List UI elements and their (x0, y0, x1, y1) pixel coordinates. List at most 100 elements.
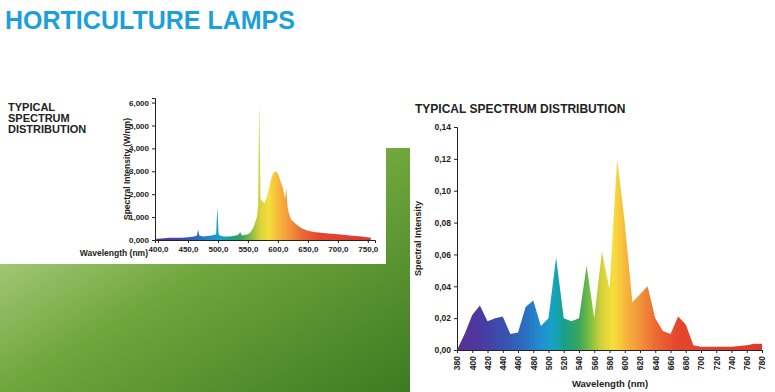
tick: 0,14 (434, 122, 457, 132)
tick-mark (625, 350, 626, 353)
tick-label: 440 (498, 356, 508, 370)
tick-mark (454, 318, 457, 319)
tick-label: 700 (696, 356, 706, 370)
header-title: HORTICULTURE LAMPS (5, 5, 295, 35)
tick-label: 6,000 (129, 99, 150, 108)
tick-mark (716, 350, 717, 353)
tick: 660 (666, 350, 676, 370)
tick-mark (152, 103, 155, 104)
x-axis-title: Wavelength (nm) (572, 378, 648, 389)
tick-mark (472, 350, 473, 353)
tick-label: 720 (712, 356, 722, 370)
tick: 680 (681, 350, 691, 370)
tick-label: 560 (590, 356, 600, 370)
tick: 780 (757, 350, 767, 370)
tick: 600,0 (268, 240, 289, 254)
tick-mark (503, 350, 504, 353)
tick: 400,0 (148, 240, 169, 254)
tick-label: 480 (529, 356, 539, 370)
tick: 440 (498, 350, 508, 370)
tick: 0,06 (434, 250, 457, 260)
tick-label: 760 (742, 356, 752, 370)
tick: 550,0 (238, 240, 259, 254)
tick-mark (747, 350, 748, 353)
tick-mark (594, 350, 595, 353)
tick-mark (454, 350, 457, 351)
tick-mark (454, 254, 457, 255)
tick: 750,0 (358, 240, 379, 254)
tick-mark (549, 350, 550, 353)
tick: 450,0 (178, 240, 199, 254)
y-axis: 0,000 1,000 2,000 3,000 4,000 5,000 6,000 (129, 99, 156, 246)
tick: 620 (635, 350, 645, 370)
tick: 520 (559, 350, 569, 370)
tick-mark (368, 240, 369, 243)
tick: 640 (651, 350, 661, 370)
tick: 560 (590, 350, 600, 370)
tick-label: 600,0 (268, 245, 289, 254)
chart: 3804004204404604805005205405605806006206… (413, 102, 767, 389)
tick-label: 3,000 (129, 167, 150, 176)
tick-label: 0,06 (434, 250, 451, 260)
title-line: DISTRIBUTION (8, 123, 86, 135)
tick-label: 420 (483, 356, 493, 370)
tick-label: 500 (544, 356, 554, 370)
tick: 500,0 (208, 240, 229, 254)
tick-label: 0,000 (129, 236, 150, 245)
tick: 3,000 (129, 167, 155, 176)
tick-mark (278, 240, 279, 243)
tick-mark (533, 350, 534, 353)
tick-mark (152, 217, 155, 218)
y-axis-title: Spectral Intensity (W/nm) (122, 118, 132, 220)
tick: 0,00 (434, 345, 457, 355)
tick-mark (564, 350, 565, 353)
tick-mark (152, 125, 155, 126)
tick-mark (152, 148, 155, 149)
tick: 0,08 (434, 218, 457, 228)
tick-mark (686, 350, 687, 353)
tick-label: 460 (513, 356, 523, 370)
tick: 0,04 (434, 282, 457, 292)
tick: 700 (696, 350, 706, 370)
tick-label: 400,0 (148, 245, 169, 254)
tick-mark (655, 350, 656, 353)
x-axis: 400,0450,0500,0550,0600,0650,0700,0750,0 (148, 240, 378, 254)
tick-mark (640, 350, 641, 353)
tick-mark (454, 159, 457, 160)
tick-label: 780 (757, 356, 767, 370)
tick: 1,000 (129, 213, 155, 222)
x-axis-line (156, 241, 376, 244)
tick: 400 (468, 350, 478, 370)
tick: 0,000 (129, 236, 155, 245)
tick-mark (152, 194, 155, 195)
tick: 540 (574, 350, 584, 370)
tick-mark (732, 350, 733, 353)
tick: 460 (513, 350, 523, 370)
tick-mark (188, 240, 189, 243)
tick-mark (338, 240, 339, 243)
tick: 2,000 (129, 190, 155, 199)
chart-title: TYPICALSPECTRUMDISTRIBUTION (8, 101, 86, 135)
y-axis: 0,000,020,040,060,080,100,120,14 (434, 122, 457, 355)
plot-area (457, 159, 762, 350)
tick-mark (454, 127, 457, 128)
spectrum-area (156, 103, 371, 240)
tick-mark (454, 191, 457, 192)
tick-label: 5,000 (129, 122, 150, 131)
tick: 5,000 (129, 122, 155, 131)
x-axis: 3804004204404604805005205405605806006206… (452, 350, 767, 370)
tick-mark (248, 240, 249, 243)
tick: 600 (620, 350, 630, 370)
tick-label: 1,000 (129, 213, 150, 222)
tick-label: 0,14 (434, 122, 451, 132)
tick-label: 520 (559, 356, 569, 370)
tick-mark (701, 350, 702, 353)
tick-label: 400 (468, 356, 478, 370)
tick: 500 (544, 350, 554, 370)
tick-label: 740 (727, 356, 737, 370)
tick: 740 (727, 350, 737, 370)
tick: 4,000 (129, 144, 155, 153)
tick: 0,10 (434, 186, 457, 196)
y-axis-title: Spectral Intensity (413, 201, 423, 276)
tick: 0,12 (434, 154, 457, 164)
